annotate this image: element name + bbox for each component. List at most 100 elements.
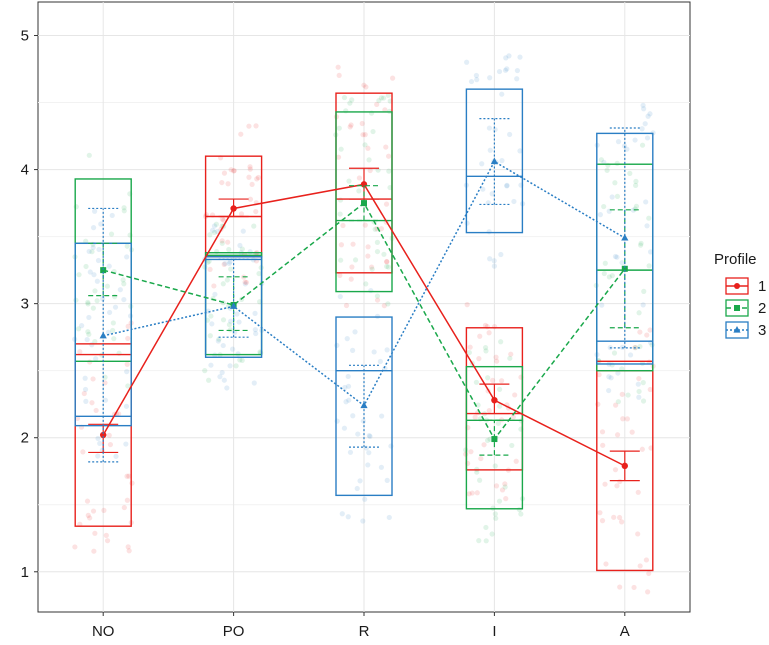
jitter-point bbox=[85, 329, 91, 335]
jitter-point bbox=[601, 203, 607, 210]
jitter-point bbox=[486, 125, 493, 131]
jitter-point bbox=[236, 319, 242, 325]
jitter-point bbox=[240, 228, 246, 234]
jitter-point bbox=[337, 211, 343, 217]
jitter-point bbox=[599, 518, 606, 524]
mean-lines bbox=[88, 118, 640, 482]
jitter-point bbox=[384, 477, 390, 483]
jitter-point bbox=[630, 207, 636, 213]
jitter-point bbox=[382, 365, 388, 371]
jitter-point bbox=[644, 135, 651, 141]
jitter-point bbox=[103, 532, 109, 538]
jitter-point bbox=[597, 212, 603, 218]
jitter-point bbox=[482, 345, 489, 351]
jitter-point bbox=[120, 277, 126, 283]
jitter-point bbox=[647, 386, 653, 393]
jitter-point bbox=[375, 167, 381, 173]
jitter-point bbox=[86, 314, 92, 321]
jitter-point bbox=[205, 259, 211, 265]
jitter-point bbox=[636, 310, 642, 316]
jitter-point bbox=[124, 369, 130, 375]
jitter-point bbox=[219, 369, 225, 376]
mean-point-2-R bbox=[361, 200, 367, 207]
jitter-point bbox=[334, 342, 340, 348]
jitter-point bbox=[337, 293, 343, 300]
jitter-point bbox=[627, 352, 634, 358]
jitter-point bbox=[350, 347, 356, 353]
jitter-point bbox=[224, 277, 230, 283]
mean-point-3-A bbox=[621, 233, 629, 241]
jitter-point bbox=[379, 413, 385, 419]
legend-items: 1 2 3 bbox=[725, 277, 766, 339]
jitter-point bbox=[106, 309, 113, 316]
jitter-point bbox=[486, 330, 492, 336]
jitter-point bbox=[349, 264, 355, 270]
jitter-point bbox=[222, 260, 228, 267]
jitter-point bbox=[90, 508, 97, 514]
jitter-point bbox=[640, 380, 646, 386]
jitter-point bbox=[481, 442, 487, 448]
jitter-point bbox=[211, 223, 218, 229]
jitter-point bbox=[362, 222, 368, 228]
jitter-point bbox=[511, 198, 517, 205]
jitter-point bbox=[343, 399, 349, 405]
jitter-point bbox=[374, 248, 381, 255]
jitter-point bbox=[494, 358, 500, 364]
jitter-point bbox=[208, 313, 214, 319]
jitter-point bbox=[113, 453, 119, 459]
jitter-point bbox=[614, 432, 621, 438]
jitter-point bbox=[347, 449, 354, 455]
jitter-point bbox=[502, 67, 509, 73]
jitter-point bbox=[635, 531, 641, 537]
jitter-point bbox=[503, 496, 509, 502]
jitter-point bbox=[378, 226, 385, 232]
jitter-point bbox=[239, 357, 245, 363]
jitter-point bbox=[366, 432, 372, 439]
jitter-point bbox=[345, 514, 351, 520]
jitter-point bbox=[219, 216, 226, 222]
jitter-point bbox=[633, 178, 639, 184]
jitter-point bbox=[365, 145, 371, 151]
mean-point-2-NO bbox=[100, 267, 107, 274]
jitter-point bbox=[489, 191, 495, 197]
jitter-point bbox=[381, 95, 387, 101]
mean-point-1-A bbox=[621, 462, 628, 470]
jitter-point bbox=[633, 203, 640, 209]
jitter-point bbox=[647, 327, 653, 333]
jitter-point bbox=[211, 283, 217, 289]
jitter-point bbox=[82, 386, 89, 393]
jitter-point bbox=[352, 257, 359, 263]
jitter-point bbox=[363, 84, 369, 90]
jitter-point bbox=[495, 420, 501, 426]
jitter-point bbox=[207, 333, 213, 339]
jitter-point bbox=[348, 276, 354, 282]
jitter-point bbox=[202, 264, 208, 270]
jitter-point bbox=[617, 584, 623, 590]
jitter-point bbox=[615, 399, 621, 405]
jitter-point bbox=[518, 511, 524, 517]
jitter-point bbox=[491, 263, 497, 269]
jitter-point bbox=[225, 181, 231, 187]
jitter-point bbox=[341, 94, 348, 101]
jitter-point bbox=[647, 249, 654, 255]
jitter-point bbox=[253, 123, 259, 129]
jitter-point bbox=[342, 384, 348, 391]
jitter-point bbox=[374, 239, 381, 245]
jitter-point bbox=[228, 167, 234, 173]
jitter-point bbox=[209, 321, 215, 327]
jitter-point bbox=[478, 455, 484, 462]
legend-label-3: 3 bbox=[758, 322, 766, 339]
jitter-point bbox=[251, 380, 257, 386]
jitter-point bbox=[92, 288, 98, 294]
jitter-point bbox=[514, 67, 520, 74]
mean-point-3-R bbox=[360, 401, 368, 409]
legend-title: Profile bbox=[714, 251, 757, 268]
jitter-point bbox=[251, 223, 257, 229]
jitter-point bbox=[641, 288, 647, 294]
jitter-point bbox=[640, 302, 646, 308]
jitter-point bbox=[220, 342, 226, 349]
mean-point-1-I bbox=[491, 396, 498, 404]
jitter-point bbox=[206, 377, 212, 383]
jitter-point bbox=[338, 242, 345, 248]
legend-key-marker-1 bbox=[734, 283, 740, 289]
